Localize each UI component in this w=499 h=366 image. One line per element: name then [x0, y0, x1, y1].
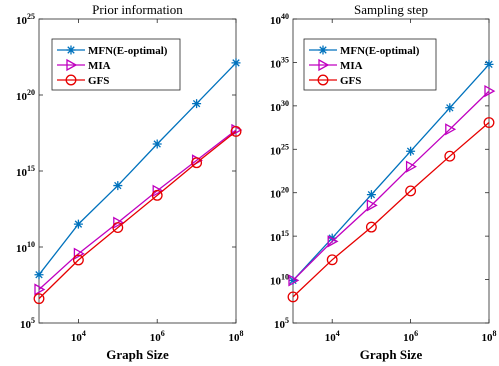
y-tick-label: 1010: [270, 273, 289, 288]
data-point-circle: [287, 291, 299, 303]
data-point-circle: [405, 185, 417, 197]
data-point-asterisk: [73, 219, 83, 229]
data-point-circle: [191, 157, 203, 169]
legend-label: MIA: [340, 60, 363, 72]
y-tick-label: 105: [274, 316, 289, 331]
legend-marker-asterisk: [66, 45, 76, 55]
series-line-triangle-right: [38, 129, 237, 290]
data-point-circle: [230, 125, 242, 137]
data-point-circle: [151, 189, 163, 201]
data-point-circle: [444, 150, 456, 162]
y-tick-label: 1040: [270, 12, 289, 27]
x-tick-label: 108: [482, 329, 497, 344]
x-tick-label: 106: [403, 329, 418, 344]
data-point-triangle-right: [327, 235, 339, 248]
y-tick-label: 1010: [16, 240, 35, 255]
y-tick-label: 1015: [270, 229, 289, 244]
data-point-asterisk: [445, 103, 455, 113]
x-tick-label: 106: [150, 329, 165, 344]
legend-label: MFN(E-optimal): [88, 45, 168, 57]
data-point-asterisk: [231, 58, 241, 68]
data-point-triangle-right: [288, 274, 300, 287]
data-point-asterisk: [406, 146, 416, 156]
series-line-asterisk: [292, 63, 490, 281]
y-tick-label: 1030: [270, 99, 289, 114]
data-point-asterisk: [152, 139, 162, 149]
legend-label: MIA: [88, 60, 111, 72]
data-point-triangle-right: [445, 123, 457, 136]
data-point-asterisk: [34, 270, 44, 280]
data-point-triangle-right: [366, 199, 378, 212]
data-point-asterisk: [113, 181, 123, 191]
data-point-triangle-right: [34, 283, 46, 296]
legend-label: GFS: [340, 75, 361, 87]
legend-label: GFS: [88, 75, 109, 87]
series-line-asterisk: [38, 62, 237, 276]
y-tick-label: 1035: [270, 55, 289, 70]
data-point-asterisk: [484, 59, 494, 69]
x-tick-label: 104: [325, 329, 340, 344]
data-point-triangle-right: [73, 247, 85, 260]
legend: MFN(E-optimal) MIA GFS: [303, 38, 437, 91]
chart-title: Sampling step: [354, 2, 428, 17]
data-point-triangle-right: [113, 216, 125, 229]
y-tick-label: 1025: [270, 142, 289, 157]
x-tick-label: 108: [229, 329, 244, 344]
y-tick-label: 1020: [270, 186, 289, 201]
data-point-triangle-right: [152, 184, 164, 197]
y-tick-label: 1020: [16, 88, 35, 103]
legend-label: MFN(E-optimal): [340, 45, 420, 57]
legend-marker-circle: [317, 74, 329, 86]
data-point-circle: [33, 293, 45, 305]
chart-title: Prior information: [92, 2, 183, 17]
x-axis-label: Graph Size: [360, 347, 423, 362]
data-point-circle: [326, 254, 338, 266]
chart-panel-1: Prior information Graph Size 104 106 108 105 1…: [16, 2, 244, 362]
legend-marker-circle: [65, 74, 77, 86]
data-point-triangle-right: [484, 84, 496, 98]
y-tick-label: 1015: [16, 164, 35, 179]
legend-marker-triangle-right: [318, 58, 330, 72]
legend: MFN(E-optimal) MIA GFS: [51, 38, 181, 91]
y-tick-label: 1025: [16, 12, 35, 27]
data-point-asterisk: [192, 99, 202, 109]
data-point-asterisk: [366, 190, 376, 200]
x-tick-label: 104: [71, 329, 86, 344]
y-tick-label: 105: [20, 316, 35, 331]
data-point-circle: [112, 222, 124, 234]
data-point-triangle-right: [405, 160, 417, 173]
legend-marker-triangle-right: [66, 58, 78, 72]
data-point-circle: [483, 117, 495, 128]
series-line-triangle-right: [292, 90, 490, 281]
data-point-asterisk: [288, 275, 298, 285]
chart-panel-2: Sampling step Graph Size 104 106 108 105 1010 1…: [270, 2, 497, 362]
data-point-circle: [72, 254, 84, 266]
x-axis-label: Graph Size: [106, 347, 169, 362]
legend-marker-asterisk: [318, 45, 328, 55]
series-line-circle: [292, 122, 490, 298]
series-line-circle: [38, 130, 237, 300]
data-point-circle: [365, 221, 377, 233]
plot-area-frame: [292, 18, 490, 324]
